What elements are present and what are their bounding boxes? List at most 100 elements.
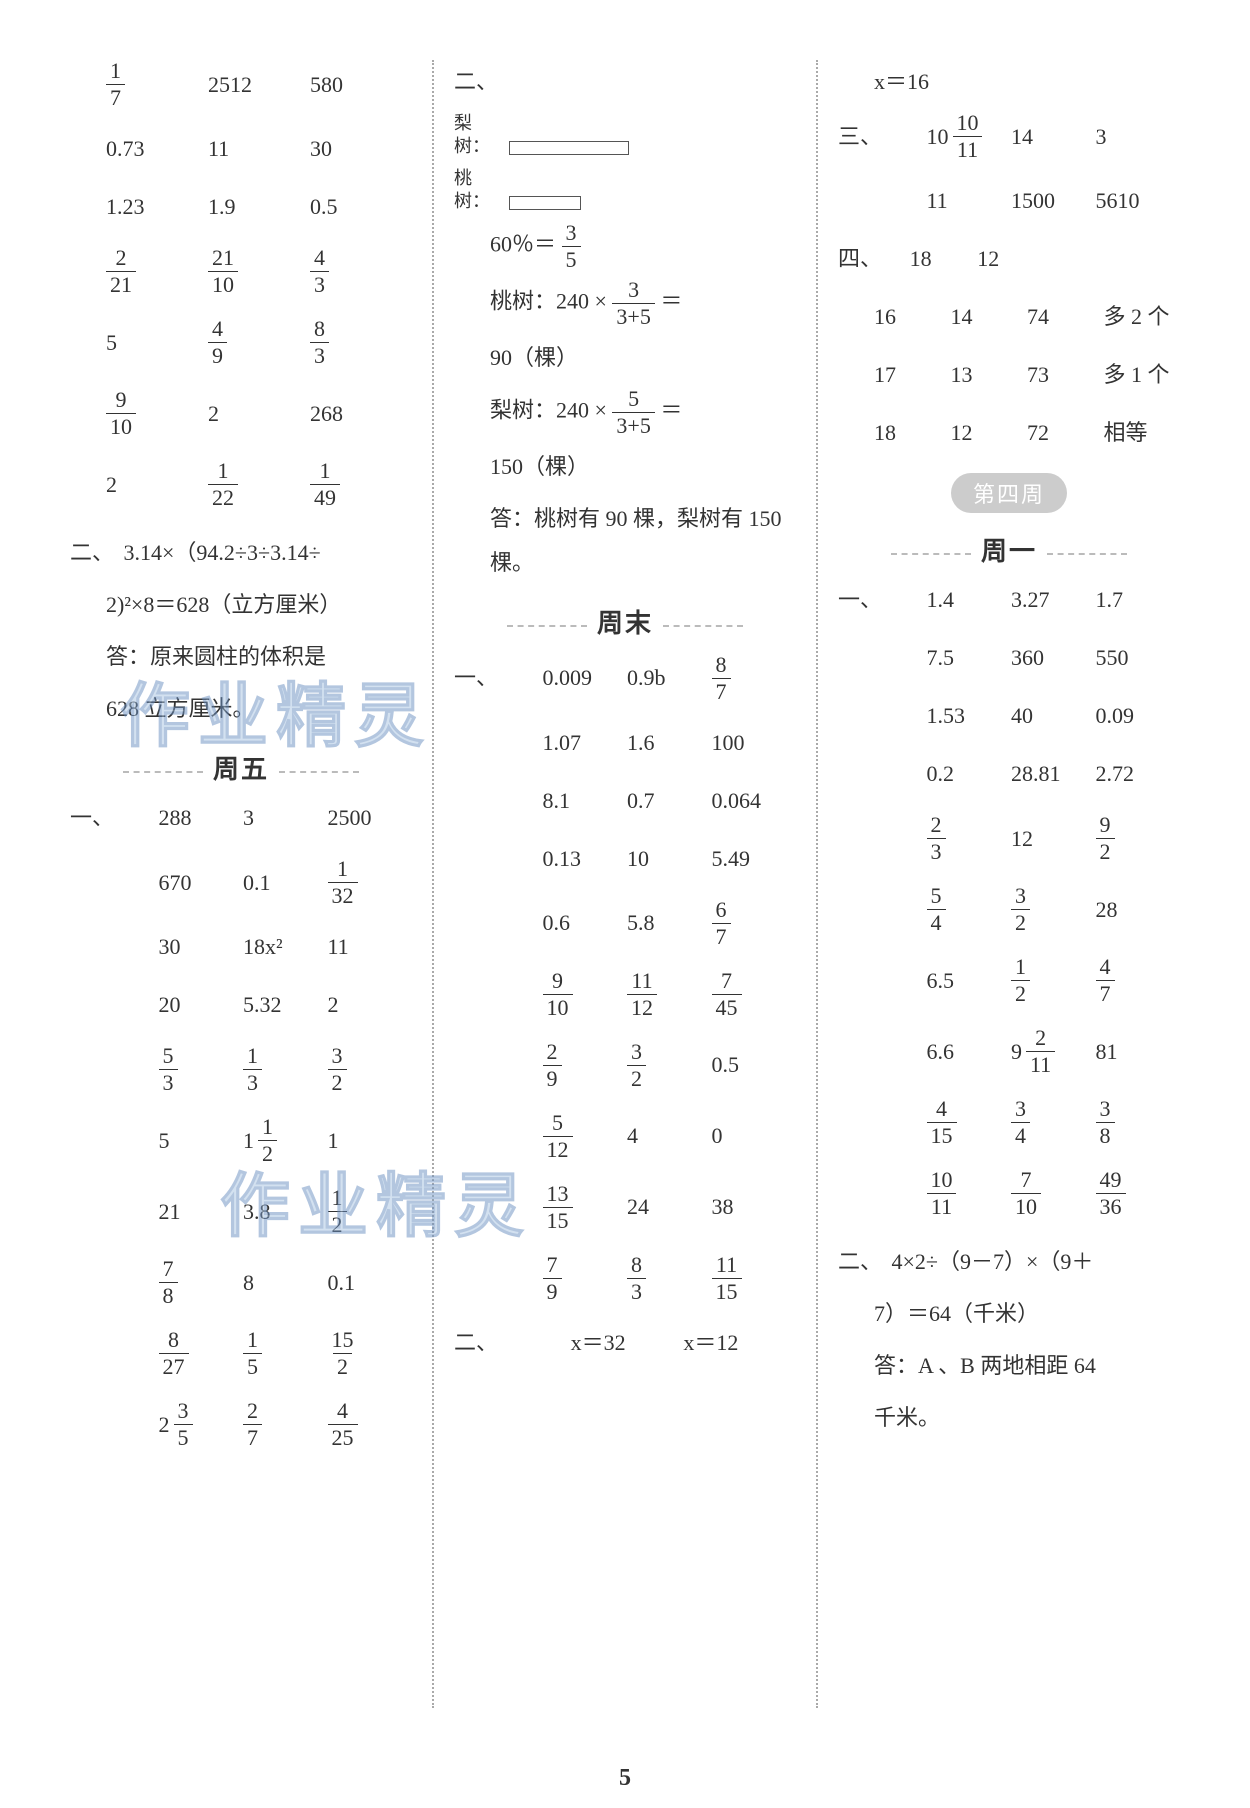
grid-cell: 38 xyxy=(1096,1098,1181,1147)
grid-row: 一、82715152 xyxy=(70,1329,412,1378)
columns: 1725125800.7311301.231.90.52212110435498… xyxy=(50,60,1200,1708)
grid-row: 172512580 xyxy=(70,60,412,109)
col3-topline: x＝16 xyxy=(838,60,1180,104)
grid-cell: 49 xyxy=(208,318,310,367)
grid-cell: 23 xyxy=(927,814,1012,863)
m2-l3: 千米。 xyxy=(838,1396,1180,1440)
grid-cell: 12 xyxy=(1011,956,1096,1005)
grid-cell: 7.5 xyxy=(927,640,1012,675)
grid-cell: 101011 xyxy=(927,112,1012,161)
grid-cell: 73 xyxy=(1027,357,1104,392)
grid-cell: 15 xyxy=(243,1329,328,1378)
grid-cell: 32 xyxy=(627,1041,712,1090)
grid-cell: 6.5 xyxy=(927,963,1012,998)
grid-cell: 5.49 xyxy=(712,841,797,876)
grid-cell: 11 xyxy=(328,929,413,964)
grid-cell: 40 xyxy=(1011,698,1096,733)
grid-row: 0.731130 xyxy=(70,131,412,167)
grid-cell: 745 xyxy=(712,970,797,1019)
weekend-title: 周末 xyxy=(454,603,796,640)
grid-cell: 5 xyxy=(159,1123,244,1158)
p2-line1: 2)²×8＝628（立方厘米） xyxy=(70,583,412,627)
grid-row: 三、1115005610 xyxy=(838,183,1180,219)
grid-row: 一、10117104936 xyxy=(838,1169,1180,1218)
row-label: 一、 xyxy=(70,800,155,835)
pear-result: 150（棵） xyxy=(454,445,796,489)
grid-cell: 29 xyxy=(543,1041,628,1090)
grid-cell: 5 xyxy=(106,325,208,360)
grid-cell: 8 xyxy=(243,1265,328,1300)
grid-cell: 2110 xyxy=(208,247,310,296)
grid-cell: 4 xyxy=(627,1118,712,1153)
grid-cell: 8.1 xyxy=(543,783,628,818)
grid-cell: 910 xyxy=(543,970,628,1019)
grid-cell: 1315 xyxy=(543,1183,628,1232)
grid-cell: 14 xyxy=(1011,119,1096,154)
grid-row: 1.231.90.5 xyxy=(70,189,412,225)
grid-cell: 67 xyxy=(712,899,797,948)
m2-l1: 7）＝64（千米） xyxy=(838,1292,1180,1336)
column-1: 1725125800.7311301.231.90.52212110435498… xyxy=(50,60,432,1708)
grid-row: 一、231292 xyxy=(838,814,1180,863)
grid-row: 171373多 1 个 xyxy=(838,357,1180,393)
grid-cell: 425 xyxy=(328,1400,413,1449)
grid-cell: 415 xyxy=(927,1098,1012,1147)
grid-cell: 132 xyxy=(328,858,413,907)
column-2: 二、 梨树： 桃树： 60％＝ 35 桃树：240 × 33+5 ＝ 90（棵）… xyxy=(432,60,816,1708)
grid-cell: 0.9b xyxy=(627,660,712,695)
grid-row: 一、6.51247 xyxy=(838,956,1180,1005)
grid-cell: 32 xyxy=(1011,885,1096,934)
grid-cell: 235 xyxy=(159,1400,244,1449)
grid-cell: 30 xyxy=(310,131,412,166)
grid-cell: 24 xyxy=(627,1189,712,1224)
grid-cell: 710 xyxy=(1011,1169,1096,1218)
grid-cell: 0.5 xyxy=(712,1047,797,1082)
grid-cell: 1112 xyxy=(627,970,712,1019)
grid-cell: 6.6 xyxy=(927,1034,1012,1069)
grid-cell: 5.8 xyxy=(627,905,712,940)
grid-cell: 12 xyxy=(1011,821,1096,856)
grid-cell: 0.09 xyxy=(1096,698,1181,733)
grid-row: 一、6.6921181 xyxy=(838,1027,1180,1076)
grid-row: 一、0.228.812.72 xyxy=(838,756,1180,792)
grid-row: 181272相等 xyxy=(838,415,1180,451)
grid-cell: 1.4 xyxy=(927,582,1012,617)
grid-cell: 1.53 xyxy=(927,698,1012,733)
grid-cell: 12 xyxy=(951,415,1028,450)
col1-problem2: 二、 3.14×（94.2÷3÷3.14÷ xyxy=(70,531,412,575)
grid-row: 三、101011143 xyxy=(838,112,1180,161)
grid-cell: 0.009 xyxy=(543,660,628,695)
grid-cell: 0.064 xyxy=(712,783,797,818)
grid-row: 一、205.322 xyxy=(70,987,412,1023)
grid-cell: 81 xyxy=(1096,1034,1181,1069)
grid-cell: 122 xyxy=(208,460,310,509)
grid-cell: 512 xyxy=(543,1112,628,1161)
grid-cell: 670 xyxy=(159,865,244,900)
grid-cell: 152 xyxy=(328,1329,413,1378)
grid-cell: 79 xyxy=(543,1254,628,1303)
grid-cell: 288 xyxy=(159,800,244,835)
grid-cell: 268 xyxy=(310,396,412,431)
eq1: 60％＝ 35 xyxy=(454,222,796,271)
grid-row: 一、7880.1 xyxy=(70,1258,412,1307)
grid-cell: 83 xyxy=(627,1254,712,1303)
weekend-sec2: 二、 x＝32 x＝12 xyxy=(454,1325,796,1361)
grid-row: 一、1.53400.09 xyxy=(838,698,1180,734)
grid-cell: 92 xyxy=(1096,814,1181,863)
p2-line0: 3.14×（94.2÷3÷3.14÷ xyxy=(124,540,321,565)
grid-cell: 53 xyxy=(159,1045,244,1094)
page-number: 5 xyxy=(0,1765,1250,1792)
grid-cell: 28 xyxy=(1096,892,1181,927)
grid-cell: 5610 xyxy=(1096,183,1181,218)
grid-cell: 13 xyxy=(243,1045,328,1094)
grid-cell: 1.6 xyxy=(627,725,712,760)
grid-row: 一、531332 xyxy=(70,1045,412,1094)
grid-row: 一、3018x²11 xyxy=(70,929,412,965)
peach-result: 90（棵） xyxy=(454,336,796,380)
p2-line2: 答：原来圆柱的体积是 xyxy=(70,635,412,679)
grid-row: 221211043 xyxy=(70,247,412,296)
grid-row: 一、0.65.867 xyxy=(454,899,796,948)
col3-monday2: 二、 4×2÷（9－7）×（9＋ xyxy=(838,1240,1180,1284)
grid-cell: 1115 xyxy=(712,1254,797,1303)
grid-row: 一、51121 xyxy=(70,1116,412,1165)
